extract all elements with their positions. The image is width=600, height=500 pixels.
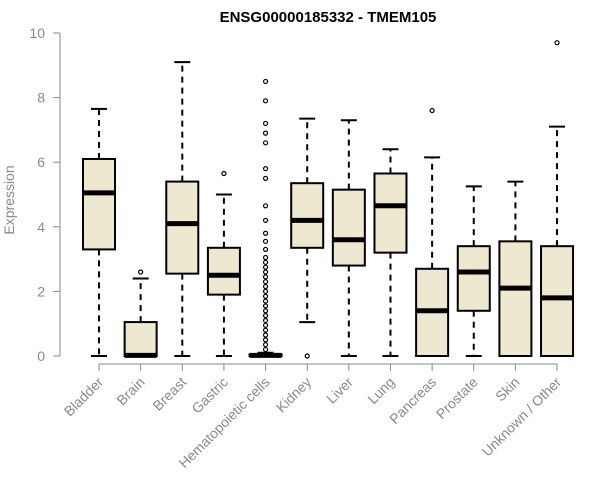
box-2 — [165, 61, 200, 357]
x-tick-label: Brain — [113, 374, 147, 408]
outlier-point — [262, 98, 269, 104]
y-tick-label: 0 — [37, 348, 45, 364]
outlier-point — [221, 170, 227, 177]
y-tick-label: 2 — [37, 283, 45, 299]
outlier-point — [262, 259, 269, 265]
x-tick-label: Lung — [364, 374, 397, 407]
outlier-point — [262, 238, 269, 244]
outlier-point — [262, 78, 269, 85]
outlier-point — [304, 353, 310, 359]
y-tick-label: 6 — [37, 154, 45, 170]
box-7 — [373, 148, 408, 357]
box-iqr — [82, 157, 116, 251]
x-tick-label: Breast — [149, 374, 189, 414]
box-1 — [123, 269, 158, 358]
outlier-point — [262, 293, 269, 299]
x-tick-label: Bladder — [61, 374, 107, 420]
box-0 — [82, 107, 116, 357]
box-iqr — [373, 172, 408, 254]
outlier-point — [262, 342, 269, 348]
x-tick-label: Kidney — [273, 374, 315, 416]
box-iqr — [290, 182, 325, 249]
outlier-point — [262, 288, 269, 294]
outlier-point — [262, 203, 269, 209]
outlier-point — [262, 254, 269, 261]
y-tick-label: 8 — [37, 90, 45, 106]
x-tick-label: Skin — [492, 374, 523, 405]
outlier-point — [429, 107, 435, 114]
y-axis: 0 2 4 6 8 10 — [29, 25, 61, 364]
box-iqr — [165, 180, 200, 275]
box-iqr — [456, 245, 491, 312]
outlier-point — [262, 269, 269, 275]
outlier-point — [138, 269, 144, 275]
outlier-point — [262, 308, 269, 314]
outlier-point — [262, 120, 269, 127]
box-iqr — [206, 246, 241, 296]
outlier-point — [262, 274, 269, 280]
box-11 — [540, 40, 575, 357]
outlier-point — [262, 303, 269, 309]
box-3 — [206, 170, 241, 357]
box-iqr — [498, 240, 533, 358]
outlier-point — [262, 298, 269, 304]
x-tick-label: Liver — [323, 374, 356, 407]
outlier-point — [262, 264, 269, 270]
outlier-point — [262, 230, 269, 236]
outlier-point — [262, 246, 269, 253]
box-9 — [456, 185, 491, 357]
outlier-point — [262, 130, 269, 136]
box-10 — [498, 180, 533, 358]
outlier-point — [262, 166, 269, 172]
box-iqr — [540, 245, 575, 357]
y-axis-label: Expression — [1, 165, 17, 234]
outlier-point — [262, 175, 269, 181]
outlier-point — [262, 279, 269, 285]
y-tick-label: 4 — [37, 219, 45, 235]
x-tick-label: Unknown / Other — [479, 374, 565, 460]
box-4 — [248, 78, 283, 358]
box-iqr — [331, 188, 366, 267]
outlier-point — [262, 283, 269, 290]
outlier-point — [262, 140, 269, 146]
outlier-point — [262, 322, 269, 328]
outlier-point — [262, 327, 269, 333]
outlier-point — [262, 332, 269, 338]
outlier-point — [262, 317, 269, 324]
outlier-point — [262, 217, 269, 223]
outlier-point — [262, 313, 269, 319]
box-5 — [290, 117, 325, 359]
x-tick-label: Prostate — [433, 374, 481, 422]
chart-title: ENSG00000185332 - TMEM105 — [220, 9, 437, 26]
box-8 — [415, 107, 450, 358]
outlier-point — [554, 40, 560, 46]
box-6 — [331, 119, 366, 357]
box-iqr — [123, 321, 158, 357]
boxes-group — [82, 40, 575, 359]
outlier-point — [262, 337, 269, 343]
y-tick-label: 10 — [29, 25, 45, 41]
outlier-point — [262, 346, 269, 353]
